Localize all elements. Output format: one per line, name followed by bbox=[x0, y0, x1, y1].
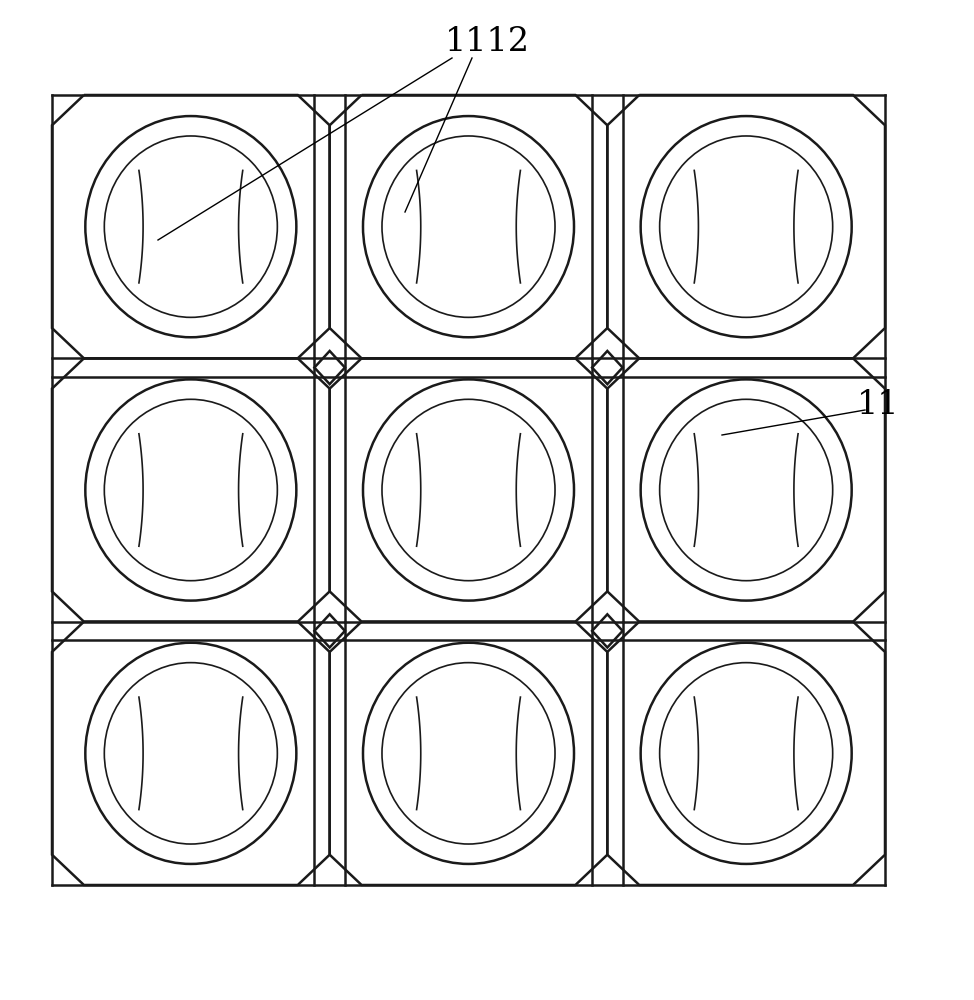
Text: 11: 11 bbox=[857, 389, 899, 421]
Text: 1112: 1112 bbox=[444, 26, 530, 58]
